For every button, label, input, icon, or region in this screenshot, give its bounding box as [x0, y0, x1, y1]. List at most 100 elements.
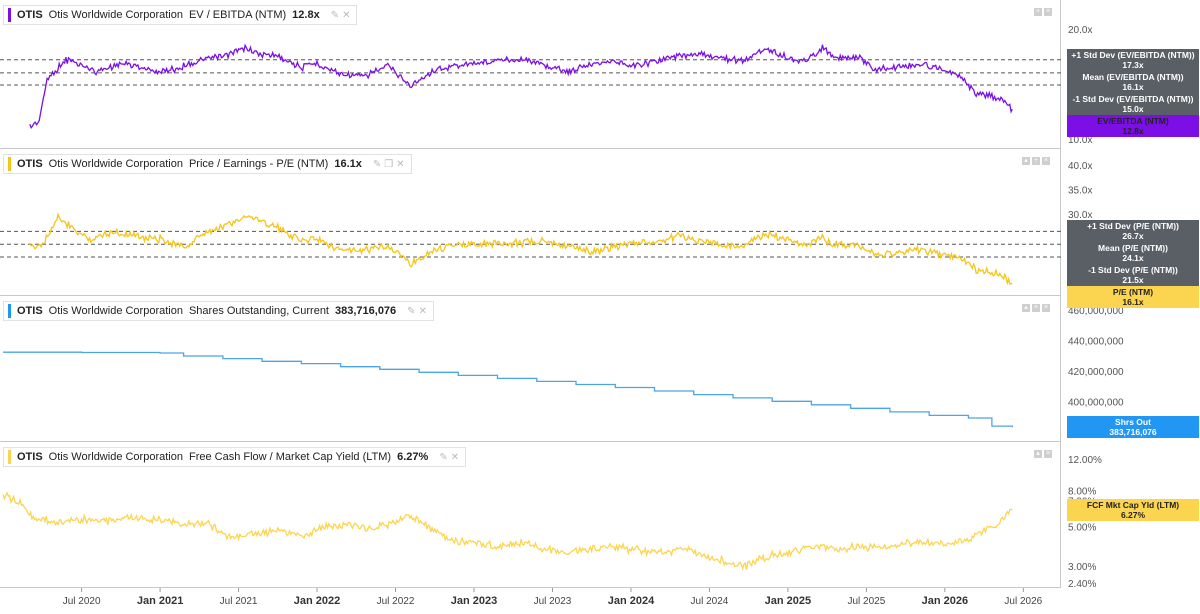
reference-value-tag: +1 Std Dev (P/E (NTM)) 26.7x — [1067, 220, 1199, 244]
tag-name: -1 Std Dev (P/E (NTM)) — [1088, 265, 1178, 276]
y-tick-label: 420,000,000 — [1068, 367, 1124, 378]
tag-name: FCF Mkt Cap Yld (LTM) — [1086, 500, 1180, 511]
ev-ebitda-chart: 20.0x 10.0x — [0, 25, 1092, 146]
reference-value-tag: Mean (EV/EBITDA (NTM)) 16.1x — [1067, 70, 1199, 94]
legend-ticker: OTIS — [17, 158, 43, 170]
tag-name: +1 Std Dev (EV/EBITDA (NTM)) — [1071, 49, 1195, 60]
legend: OTIS Otis Worldwide Corporation Shares O… — [3, 301, 434, 321]
current-value-tag: P/E (NTM) 16.1x — [1067, 286, 1199, 309]
x-tick-label: Jan 2025 — [765, 595, 811, 607]
close-icon[interactable]: ✕ — [396, 158, 405, 170]
legend: OTIS Otis Worldwide Corporation EV / EBI… — [3, 5, 358, 25]
tag-value: 6.27% — [1120, 510, 1146, 521]
x-tick-label: Jul 2026 — [1004, 596, 1042, 607]
close-pane-icon[interactable]: × — [1044, 8, 1052, 16]
close-pane-icon[interactable]: × — [1042, 157, 1050, 165]
tag-value: 12.8x — [1122, 125, 1144, 136]
y-tick-label: 20.0x — [1068, 25, 1092, 36]
legend: OTIS Otis Worldwide Corporation Price / … — [3, 154, 412, 174]
tag-value: 26.7x — [1122, 231, 1144, 242]
legend-metric: EV / EBITDA (NTM) — [188, 9, 287, 21]
x-axis: Jul 2020 Jan 2021 Jul 2021 Jan 2022 Jul 2022… — [63, 588, 1043, 607]
reference-value-tag: +1 Std Dev (EV/EBITDA (NTM)) 17.3x — [1067, 48, 1199, 72]
close-icon[interactable]: ✕ — [342, 9, 351, 21]
copy-icon[interactable]: ❐ — [384, 158, 394, 170]
close-icon[interactable]: ✕ — [450, 451, 460, 463]
tag-value: 21.5x — [1122, 275, 1144, 286]
legend-metric: Shares Outstanding, Current — [188, 305, 329, 317]
pane-controls: + × — [1034, 8, 1052, 16]
move-up-pane-icon[interactable]: ▴ — [1022, 157, 1030, 165]
move-up-pane-icon[interactable]: ▴ — [1034, 450, 1042, 458]
x-tick-label: Jul 2024 — [691, 596, 729, 607]
close-pane-icon[interactable]: × — [1042, 304, 1050, 312]
y-tick-label: 2.40% — [1068, 579, 1096, 590]
legend-metric: Free Cash Flow / Market Cap Yield (LTM) — [188, 451, 392, 463]
legend-swatch — [8, 304, 11, 318]
pane-controls: ▴ × — [1034, 450, 1052, 458]
x-tick-label: Jan 2026 — [922, 595, 968, 607]
legend-company: Otis Worldwide Corporation — [48, 451, 183, 463]
plot-area — [0, 149, 1061, 296]
plot-area — [0, 442, 1061, 588]
x-tick-label: Jan 2023 — [451, 595, 497, 607]
legend-swatch — [8, 8, 11, 22]
maximize-pane-icon[interactable]: + — [1032, 157, 1040, 165]
plot-area — [0, 0, 1061, 149]
x-tick-label: Jul 2023 — [534, 596, 572, 607]
legend-swatch — [8, 157, 11, 171]
legend-value: 383,716,076 — [335, 305, 397, 317]
shares-pane: 460,000,000 440,000,000 420,000,000 400,000… — [0, 296, 1200, 442]
y-tick-label: 400,000,000 — [1068, 397, 1124, 408]
x-tick-label: Jan 2021 — [137, 595, 183, 607]
legend-company: Otis Worldwide Corporation — [48, 158, 183, 170]
maximize-pane-icon[interactable]: + — [1032, 304, 1040, 312]
y-tick-label: 3.00% — [1068, 562, 1096, 573]
current-value-tag: Shrs Out 383,716,076 — [1067, 416, 1199, 439]
tag-value: 24.1x — [1122, 253, 1144, 264]
ev-ebitda-pane: 20.0x 10.0x OTIS Otis Worldwide Corporati… — [0, 0, 1200, 149]
maximize-pane-icon[interactable]: + — [1034, 8, 1042, 16]
pencil-icon[interactable]: ✎ — [330, 9, 340, 21]
x-tick-label: Jan 2022 — [294, 595, 340, 607]
fcf-yield-pane: 12.00%8.00%7.00%6.00%5.00%3.00%2.40% OTI… — [0, 442, 1200, 590]
tag-name: Mean (EV/EBITDA (NTM)) — [1082, 71, 1184, 82]
reference-value-tag: -1 Std Dev (P/E (NTM)) 21.5x — [1067, 264, 1199, 288]
y-tick-label: 8.00% — [1068, 486, 1096, 497]
pane-controls: ▴ + × — [1022, 157, 1050, 165]
legend-ticker: OTIS — [17, 9, 43, 21]
y-tick-label: 10.0x — [1068, 135, 1092, 146]
pencil-icon[interactable]: ✎ — [439, 451, 448, 463]
move-up-pane-icon[interactable]: ▴ — [1022, 304, 1030, 312]
tag-name: P/E (NTM) — [1112, 287, 1154, 298]
legend-swatch — [8, 450, 11, 464]
legend-value: 6.27% — [397, 451, 429, 463]
legend-value: 12.8x — [292, 9, 320, 21]
legend-ticker: OTIS — [17, 305, 43, 317]
pencil-icon[interactable]: ✎ — [407, 305, 416, 317]
y-tick-label: 35.0x — [1068, 186, 1092, 197]
pane-controls: ▴ + × — [1022, 304, 1050, 312]
y-tick-label: 440,000,000 — [1068, 337, 1124, 348]
tag-name: Mean (P/E (NTM)) — [1098, 243, 1168, 254]
x-tick-label: Jul 2025 — [847, 596, 885, 607]
y-tick-label: 40.0x — [1068, 161, 1092, 172]
series-line — [2, 491, 1013, 571]
y-tick-label: 30.0x — [1068, 210, 1092, 221]
tag-name: +1 Std Dev (P/E (NTM)) — [1087, 221, 1179, 232]
reference-value-tag: -1 Std Dev (EV/EBITDA (NTM)) 15.0x — [1067, 92, 1199, 116]
reference-value-tag: Mean (P/E (NTM)) 24.1x — [1067, 242, 1199, 266]
tag-value: 16.1x — [1122, 297, 1144, 308]
y-tick-label: 12.00% — [1068, 455, 1102, 466]
close-pane-icon[interactable]: × — [1044, 450, 1052, 458]
pencil-icon[interactable]: ✎ — [372, 158, 382, 170]
close-icon[interactable]: ✕ — [418, 305, 427, 317]
legend-company: Otis Worldwide Corporation — [48, 9, 183, 21]
y-tick-label: 460,000,000 — [1068, 306, 1124, 317]
series-line — [29, 43, 1013, 130]
tag-name: -1 Std Dev (EV/EBITDA (NTM)) — [1072, 93, 1194, 104]
tag-value: 16.1x — [1122, 81, 1144, 92]
legend-value: 16.1x — [334, 158, 362, 170]
legend: OTIS Otis Worldwide Corporation Free Cas… — [3, 447, 467, 467]
